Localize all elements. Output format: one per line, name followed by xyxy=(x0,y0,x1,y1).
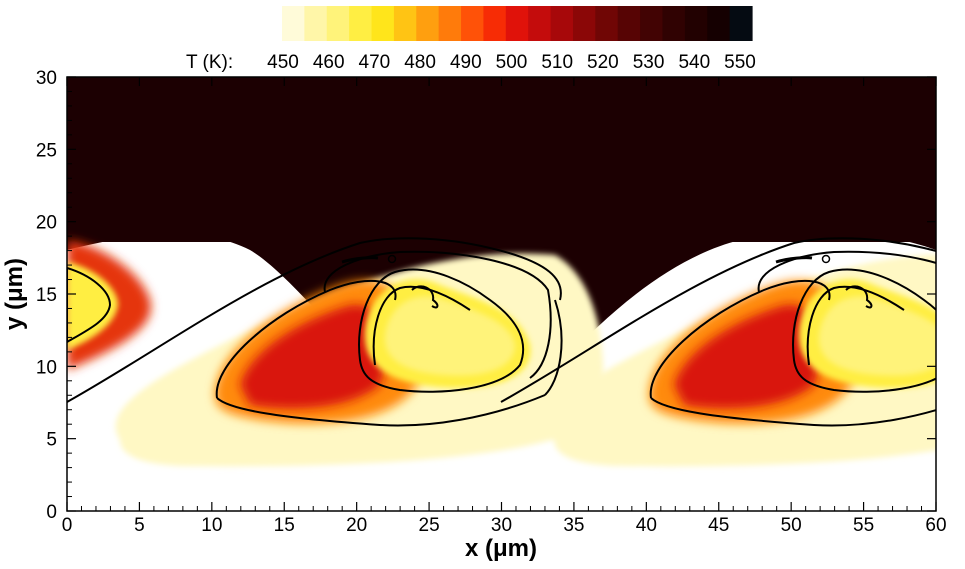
x-tick-label: 30 xyxy=(491,515,512,536)
colorbar-tick-label: 460 xyxy=(313,52,345,73)
colorbar-swatch xyxy=(326,6,350,41)
y-tick-label: 5 xyxy=(46,430,57,451)
colorbar-tick-label: 470 xyxy=(359,52,391,73)
x-tick-label: 10 xyxy=(201,515,222,536)
x-tick-label: 0 xyxy=(62,515,73,536)
colorbar-swatch xyxy=(550,6,574,41)
colorbar-swatch xyxy=(505,6,529,41)
y-tick-label: 0 xyxy=(46,502,57,523)
x-tick-label: 50 xyxy=(781,515,802,536)
x-tick-label: 15 xyxy=(274,515,295,536)
x-axis: 0 5 10 15 20 25 30 35 40 45 50 55 60 xyxy=(62,77,947,536)
x-tick-label: 20 xyxy=(346,515,367,536)
y-axis-title: y (μm) xyxy=(1,258,28,330)
y-tick-label: 10 xyxy=(36,357,57,378)
colorbar-tick-label: 540 xyxy=(678,52,710,73)
colorbar-swatch xyxy=(617,6,641,41)
colorbar-swatch xyxy=(572,6,596,41)
x-tick-label: 5 xyxy=(134,515,145,536)
colorbar-swatch xyxy=(684,6,708,41)
colorbar xyxy=(282,6,753,41)
colorbar-tick-label: 450 xyxy=(267,52,299,73)
colorbar-swatch xyxy=(640,6,664,41)
y-tick-label: 15 xyxy=(36,285,57,306)
colorbar-swatch xyxy=(662,6,686,41)
colorbar-tick-labels: 450 460 470 480 490 500 510 520 530 540 550 xyxy=(267,52,756,73)
y-axis: 0 5 10 15 20 25 30 xyxy=(36,68,936,523)
colorbar-tick-label: 500 xyxy=(496,52,528,73)
x-tick-label: 35 xyxy=(563,515,584,536)
colorbar-tick-label: 510 xyxy=(541,52,573,73)
colorbar-swatch xyxy=(438,6,462,41)
colorbar-tick-label: 530 xyxy=(633,52,665,73)
colorbar-title: T (K): xyxy=(186,52,233,73)
colorbar-swatch xyxy=(707,6,731,41)
contour-plot-area xyxy=(67,77,936,511)
colorbar-swatch xyxy=(304,6,328,41)
colorbar-swatch xyxy=(461,6,485,41)
colorbar-swatch xyxy=(729,6,753,41)
colorbar-swatch xyxy=(416,6,440,41)
x-tick-label: 25 xyxy=(419,515,440,536)
colorbar-swatch xyxy=(528,6,552,41)
colorbar-swatch xyxy=(393,6,417,41)
colorbar-swatch xyxy=(483,6,507,41)
y-tick-label: 25 xyxy=(36,140,57,161)
colorbar-tick-label: 480 xyxy=(404,52,436,73)
colorbar-tick-label: 520 xyxy=(587,52,619,73)
colorbar-swatch xyxy=(349,6,373,41)
x-axis-title: x (μm) xyxy=(465,535,537,562)
x-tick-label: 55 xyxy=(853,515,874,536)
colorbar-swatch xyxy=(282,6,305,41)
x-tick-label: 40 xyxy=(636,515,657,536)
colorbar-swatch xyxy=(595,6,619,41)
y-tick-label: 20 xyxy=(36,213,57,234)
colorbar-tick-label: 490 xyxy=(450,52,482,73)
y-tick-label: 30 xyxy=(36,68,57,89)
colorbar-swatch xyxy=(371,6,395,41)
x-tick-label: 45 xyxy=(708,515,729,536)
x-tick-label: 60 xyxy=(925,515,946,536)
colorbar-tick-label: 550 xyxy=(724,52,756,73)
